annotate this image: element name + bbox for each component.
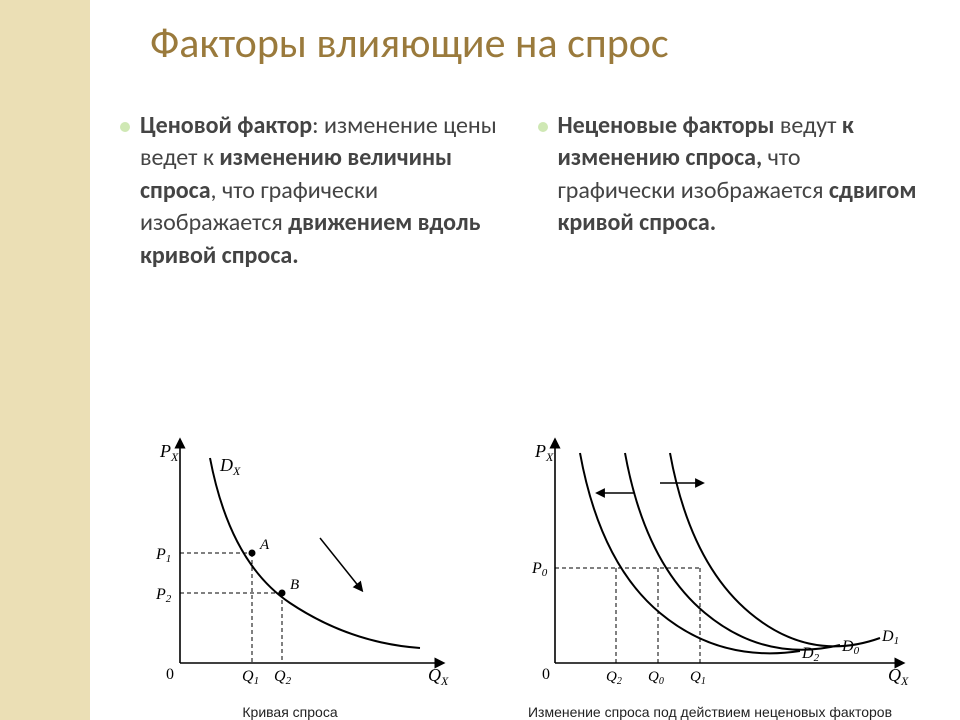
- charts-row: PX QX DX P1 P2 Q1 Q2 A B 0 Кривая спроса: [120, 433, 920, 720]
- left-column: Ценовой фактор: изменение цены ведет к и…: [120, 110, 503, 272]
- origin-label2: 0: [542, 666, 550, 683]
- x-label: QX: [428, 665, 449, 688]
- demand-curve: [210, 458, 420, 648]
- chart1-caption: Кривая спроса: [120, 704, 460, 720]
- right-bullet: Неценовые факторы ведут к изменению спро…: [538, 110, 921, 240]
- y-label: PX: [159, 441, 179, 464]
- p0-label: P0: [531, 560, 548, 579]
- curve-label: DX: [219, 455, 241, 478]
- page-title: Факторы влияющие на спрос: [150, 18, 920, 69]
- d1-label: D1: [881, 628, 899, 647]
- y-label2: PX: [534, 441, 554, 464]
- curve-d0: [625, 453, 840, 650]
- q0-label2: Q0: [648, 669, 664, 687]
- side-accent-bar: [0, 0, 90, 720]
- bullet-dot-icon: [538, 122, 548, 132]
- right-text: Неценовые факторы ведут к изменению спро…: [558, 110, 921, 240]
- d2-label: D2: [801, 645, 820, 664]
- right-mid1: ведут: [775, 111, 842, 140]
- left-text: Ценовой фактор: изменение цены ведет к и…: [140, 110, 503, 272]
- right-prefix: Неценовые факторы: [558, 111, 775, 140]
- point-b-label: B: [290, 577, 299, 593]
- q1-label2: Q1: [690, 669, 706, 687]
- p1-label: P1: [155, 546, 171, 565]
- chart2-box: PX QX P0 Q2 Q0 Q1 D2 D0 D1 0 Изменение с…: [500, 433, 920, 720]
- d0-label: D0: [841, 638, 860, 657]
- q2-label2: Q2: [606, 669, 622, 687]
- chart1-box: PX QX DX P1 P2 Q1 Q2 A B 0 Кривая спроса: [120, 433, 460, 720]
- movement-arrow: [320, 538, 360, 588]
- q2-label: Q2: [274, 668, 292, 687]
- x-label2: QX: [888, 665, 909, 688]
- point-a-label: A: [259, 537, 270, 553]
- p2-label: P2: [155, 586, 172, 605]
- chart2-svg: PX QX P0 Q2 Q0 Q1 D2 D0 D1 0: [500, 433, 920, 693]
- left-bullet: Ценовой фактор: изменение цены ведет к и…: [120, 110, 503, 272]
- right-column: Неценовые факторы ведут к изменению спро…: [538, 110, 921, 272]
- chart2-caption: Изменение спроса под действием неценовых…: [500, 704, 920, 720]
- left-prefix: Ценовой фактор: [140, 111, 312, 140]
- bullet-dot-icon: [120, 122, 130, 132]
- q1-label: Q1: [242, 668, 259, 687]
- content-columns: Ценовой фактор: изменение цены ведет к и…: [120, 110, 920, 272]
- curve-d1: [670, 453, 880, 646]
- chart1-svg: PX QX DX P1 P2 Q1 Q2 A B 0: [120, 433, 460, 693]
- origin-label: 0: [166, 666, 174, 683]
